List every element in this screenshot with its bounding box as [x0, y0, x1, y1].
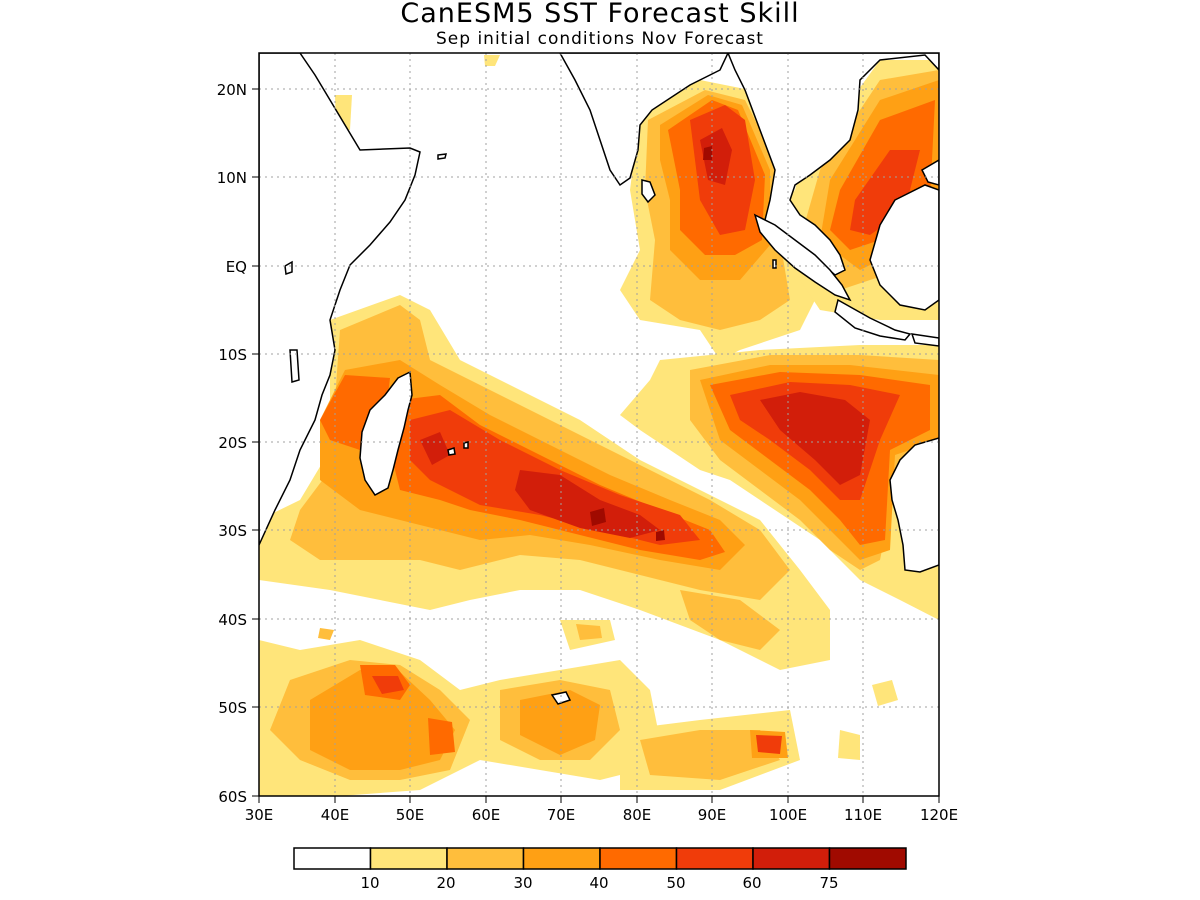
- colorbar-box: [446, 847, 525, 870]
- lon-tick-label: 70E: [547, 806, 576, 824]
- colorbar-label: 10: [360, 874, 379, 892]
- colorbar-box: [752, 847, 831, 870]
- lon-tick-label: 60E: [472, 806, 501, 824]
- colorbar-box: [293, 847, 372, 870]
- colorbar-label: 75: [819, 874, 838, 892]
- chart-subtitle: Sep initial conditions Nov Forecast: [436, 29, 764, 49]
- colorbar-boxes: [293, 847, 907, 870]
- colorbar-box: [599, 847, 678, 870]
- colorbar-label: 30: [513, 874, 532, 892]
- grid: [259, 53, 939, 796]
- colorbar-label: 50: [666, 874, 685, 892]
- lon-ticks: [258, 796, 940, 803]
- lon-tick-label: 120E: [920, 806, 958, 824]
- coastlines: [259, 53, 939, 705]
- lat-tick-label: 20N: [217, 81, 247, 99]
- lat-tick-label: 40S: [218, 611, 247, 629]
- colorbar-label: 20: [436, 874, 455, 892]
- colorbar-label: 40: [589, 874, 608, 892]
- lat-ticks: [252, 88, 259, 797]
- lat-tick-label: 20S: [218, 434, 247, 452]
- skill-level-75-plus: [590, 146, 712, 541]
- plot-frame: [258, 52, 940, 797]
- lat-tick-label: EQ: [226, 258, 247, 276]
- lon-tick-label: 50E: [396, 806, 425, 824]
- colorbar-box: [675, 847, 754, 870]
- colorbar: 10 20 30 40 50 60 75: [293, 847, 907, 892]
- skill-level-60-75: [420, 128, 870, 538]
- lon-tick-label: 90E: [698, 806, 727, 824]
- lon-tick-label: 30E: [245, 806, 274, 824]
- chart-title: CanESM5 SST Forecast Skill: [400, 0, 800, 29]
- lon-tick-label: 110E: [844, 806, 882, 824]
- colorbar-box: [369, 847, 448, 870]
- lon-tick-label: 100E: [769, 806, 807, 824]
- lat-tick-label: 30S: [218, 522, 247, 540]
- skill-field: [259, 53, 939, 796]
- lat-tick-label: 60S: [218, 788, 247, 806]
- lat-tick-label: 10N: [217, 169, 247, 187]
- lat-tick-label: 50S: [218, 699, 247, 717]
- lon-tick-label: 80E: [623, 806, 652, 824]
- colorbar-box: [828, 847, 907, 870]
- lon-tick-label: 40E: [321, 806, 350, 824]
- colorbar-label: 60: [742, 874, 761, 892]
- lat-tick-label: 10S: [218, 346, 247, 364]
- colorbar-box: [522, 847, 601, 870]
